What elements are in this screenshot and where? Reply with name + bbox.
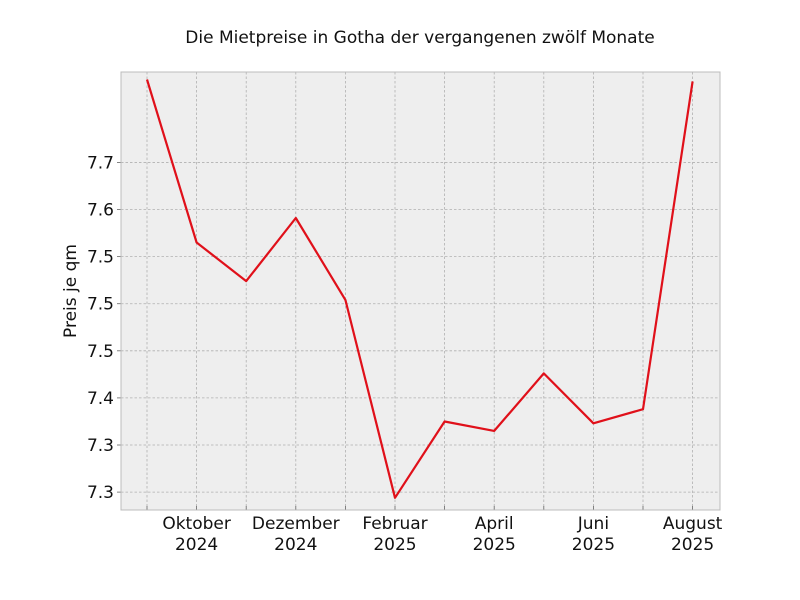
chart-title: Die Mietpreise in Gotha der vergangenen … [185, 28, 654, 48]
x-tick-label-line: April [475, 514, 514, 534]
x-tick-label-line: 2025 [671, 535, 714, 555]
x-tick-label: Februar 2025 [362, 514, 427, 555]
x-tick-label-line: 2025 [373, 535, 416, 555]
x-tick-label-line: 2024 [274, 535, 317, 555]
x-tick-label-line: 2025 [473, 535, 516, 555]
x-tick-label-line: Oktober [162, 514, 231, 534]
x-tick-label: April 2025 [473, 514, 516, 555]
y-tick-label: 7.7 [87, 153, 114, 173]
x-tick-label: August 2025 [663, 514, 723, 555]
x-tick-label: Dezember 2024 [252, 514, 340, 555]
plot-background [121, 72, 720, 510]
x-tick-label: Juni 2025 [572, 514, 615, 555]
x-tick-label-line: Juni [577, 514, 609, 534]
y-tick-label: 7.4 [87, 389, 114, 409]
plot-frame [120, 71, 721, 511]
y-tick-label: 7.3 [87, 436, 114, 456]
y-axis-label: Preis je qm [61, 244, 81, 338]
y-tick-label: 7.5 [87, 248, 114, 268]
y-tick-label: 7.5 [87, 342, 114, 362]
x-tick-label-line: Dezember [252, 514, 340, 534]
x-tick-label-line: 2025 [572, 535, 615, 555]
series-line [145, 79, 694, 499]
y-tick-label: 7.3 [87, 483, 114, 503]
x-tick-label-line: 2024 [175, 535, 218, 555]
y-tick-label: 7.6 [87, 201, 114, 221]
y-tick-label: 7.5 [87, 295, 114, 315]
x-tick-label-line: August [663, 514, 723, 534]
x-tick-label-line: Februar [362, 514, 427, 534]
x-tick-label: Oktober 2024 [162, 514, 231, 555]
